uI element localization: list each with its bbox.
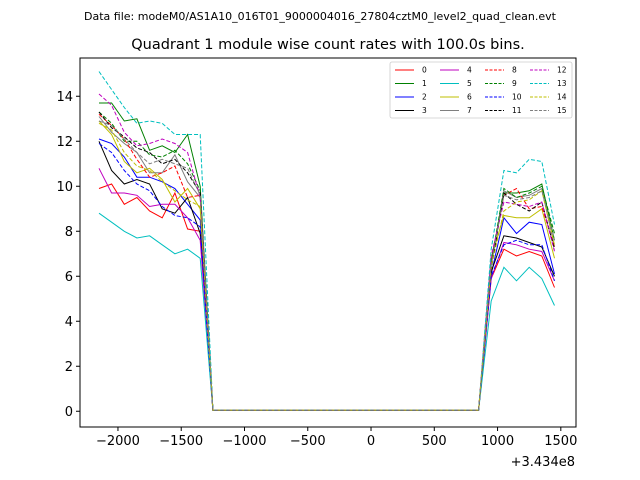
legend-item-11: 11 <box>485 106 522 115</box>
legend-item-12: 12 <box>530 66 567 75</box>
legend-label: 6 <box>467 93 472 102</box>
legend-item-10: 10 <box>485 93 522 102</box>
y-tick-label: 2 <box>65 360 73 375</box>
series-line-10 <box>98 143 555 411</box>
y-axis: 0 2 4 6 8 10 12 14 <box>56 90 80 420</box>
legend-label: 7 <box>467 106 472 115</box>
series-line-14 <box>98 122 555 411</box>
legend-box <box>389 61 573 119</box>
x-tick-label: 0 <box>367 434 375 449</box>
series-line-3 <box>98 141 555 411</box>
x-tick-label: −1500 <box>159 434 203 449</box>
chart-title: Quadrant 1 module wise count rates with … <box>131 37 525 53</box>
series-line-8 <box>98 113 555 411</box>
legend-label: 13 <box>557 79 567 88</box>
legend-item-8: 8 <box>485 66 517 75</box>
x-tick-label: −500 <box>290 434 326 449</box>
legend-item-0: 0 <box>395 66 427 75</box>
legend-item-15: 15 <box>530 106 567 115</box>
series-line-1 <box>99 102 555 411</box>
legend-label: 5 <box>467 79 472 88</box>
x-tick-label: −1000 <box>222 434 266 449</box>
series-layer <box>98 71 555 411</box>
x-offset-label: +3.434e8 <box>511 455 575 470</box>
y-tick-label: 0 <box>65 405 73 420</box>
legend-item-6: 6 <box>440 93 472 102</box>
legend-item-4: 4 <box>440 66 472 75</box>
x-axis: −2000 −1500 −1000 −500 0 500 1000 1500 <box>96 427 577 449</box>
y-tick-label: 4 <box>65 315 73 330</box>
data-file-label: Data file: modeM0/AS1A10_016T01_90000040… <box>84 10 557 23</box>
x-tick-label: 500 <box>422 434 447 449</box>
plot-area: −2000 −1500 −1000 −500 0 500 1000 1500 02468101… <box>56 57 577 470</box>
legend-item-1: 1 <box>395 79 427 88</box>
legend-label: 3 <box>422 106 427 115</box>
axes-frame <box>79 57 577 428</box>
legend-label: 14 <box>557 93 567 102</box>
y-tick-label: 8 <box>65 225 73 240</box>
series-line-13 <box>98 71 555 411</box>
legend-item-13: 13 <box>530 79 567 88</box>
x-tick-label: 1000 <box>481 434 514 449</box>
y-tick-label: 6 <box>65 270 73 285</box>
series-line-0 <box>98 183 555 411</box>
legend-item-7: 7 <box>440 106 472 115</box>
legend-label: 10 <box>512 93 522 102</box>
y-tick-label: 10 <box>56 180 73 195</box>
legend-label: 15 <box>557 106 567 115</box>
legend-label: 2 <box>422 93 427 102</box>
y-tick-label: 12 <box>56 135 73 150</box>
legend-item-9: 9 <box>485 79 517 88</box>
series-line-12 <box>98 93 555 411</box>
legend-label: 9 <box>512 79 517 88</box>
legend-label: 0 <box>422 66 427 75</box>
legend-label: 12 <box>557 66 567 75</box>
series-line-9 <box>98 111 555 411</box>
x-tick-label: 1500 <box>544 434 577 449</box>
series-line-4 <box>98 168 555 411</box>
legend-label: 1 <box>422 79 427 88</box>
series-line-2 <box>98 138 555 411</box>
series-line-15 <box>98 120 555 411</box>
legend-label: 4 <box>467 66 472 75</box>
legend-label: 11 <box>512 106 522 115</box>
legend-label: 8 <box>512 66 517 75</box>
legend-item-5: 5 <box>440 79 472 88</box>
series-line-6 <box>98 120 555 411</box>
legend-item-3: 3 <box>395 106 427 115</box>
series-line-7 <box>98 116 555 411</box>
y-tick-label: 14 <box>56 90 73 105</box>
legend-item-2: 2 <box>395 93 427 102</box>
x-tick-label: −2000 <box>96 434 140 449</box>
legend-item-14: 14 <box>530 93 567 102</box>
series-line-11 <box>98 111 555 411</box>
